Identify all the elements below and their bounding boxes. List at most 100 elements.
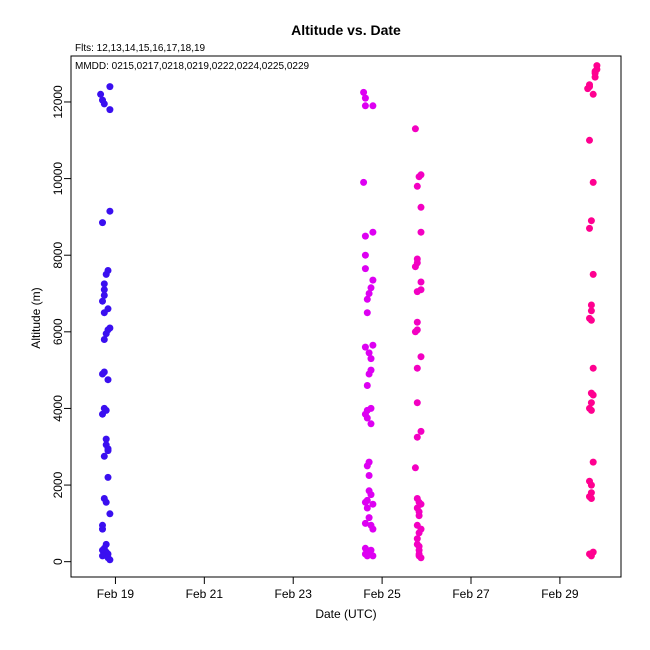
data-point	[417, 427, 425, 435]
y-tick-label: 6000	[51, 318, 65, 345]
data-point	[360, 88, 368, 96]
data-point	[413, 433, 421, 441]
data-point	[99, 297, 106, 305]
series-1	[97, 83, 114, 564]
data-point	[369, 500, 377, 508]
data-point	[365, 370, 373, 378]
x-tick-label: Feb 25	[363, 587, 401, 601]
data-point	[586, 224, 593, 232]
data-point	[413, 182, 421, 190]
chart-title: Altitude vs. Date	[291, 22, 401, 38]
data-point	[360, 178, 368, 186]
data-point	[100, 452, 108, 460]
data-point	[100, 100, 108, 108]
data-point	[589, 364, 597, 372]
data-point	[586, 136, 593, 144]
data-points	[97, 62, 601, 564]
x-tick-label: Feb 19	[97, 587, 135, 601]
data-point	[99, 370, 106, 378]
data-point	[100, 309, 108, 317]
data-point	[367, 355, 375, 363]
data-point	[369, 102, 377, 110]
data-point	[104, 447, 112, 455]
data-point	[99, 552, 106, 560]
data-point	[361, 343, 369, 351]
data-point	[369, 525, 377, 533]
data-point	[417, 203, 425, 211]
data-point	[413, 399, 421, 407]
y-tick-label: 0	[51, 558, 65, 565]
data-point	[365, 514, 373, 522]
data-point	[365, 349, 373, 357]
data-point	[367, 491, 375, 499]
data-point	[369, 341, 377, 349]
y-tick-label: 8000	[51, 242, 65, 269]
y-tick-label: 2000	[51, 471, 65, 498]
data-point	[102, 270, 110, 278]
series-3	[411, 125, 425, 562]
y-tick-label: 10000	[51, 162, 65, 196]
data-point	[411, 263, 419, 271]
mmdd-note: MMDD: 0215,0217,0218,0219,0222,0224,0225…	[75, 61, 310, 72]
data-point	[106, 510, 114, 518]
data-point	[361, 102, 369, 110]
data-point	[363, 382, 371, 389]
x-axis: Feb 19 Feb 21 Feb 23 Feb 25 Feb 27 Feb 29	[97, 576, 579, 601]
data-point	[589, 458, 597, 466]
y-axis-title: Altitude (m)	[29, 287, 43, 348]
data-point	[587, 217, 595, 225]
data-point	[99, 219, 106, 227]
data-point	[415, 512, 423, 520]
data-point	[104, 473, 112, 481]
data-point	[413, 364, 421, 372]
data-point	[413, 318, 421, 326]
data-point	[591, 73, 599, 81]
data-point	[589, 90, 597, 98]
data-point	[363, 414, 371, 422]
data-point	[361, 232, 369, 240]
data-point	[100, 280, 108, 288]
data-point	[106, 106, 114, 114]
data-point	[367, 284, 375, 292]
data-point	[587, 307, 595, 315]
data-point	[365, 290, 373, 297]
data-point	[587, 406, 595, 414]
y-axis: 0 2000 4000 6000 8000 10000 12000	[51, 85, 72, 565]
data-point	[587, 399, 595, 407]
data-point	[587, 481, 595, 489]
series-2	[360, 88, 377, 560]
x-tick-label: Feb 29	[541, 587, 579, 601]
data-point	[411, 328, 419, 336]
data-point	[102, 330, 110, 338]
data-point	[361, 265, 369, 273]
data-point	[369, 276, 377, 284]
data-point	[363, 504, 371, 512]
data-point	[369, 552, 377, 560]
data-point	[365, 472, 373, 479]
data-point	[589, 270, 597, 278]
data-point	[99, 525, 106, 533]
data-point	[363, 552, 371, 560]
data-point	[361, 498, 369, 506]
data-point	[99, 410, 106, 418]
data-point	[361, 519, 369, 527]
data-point	[106, 556, 114, 564]
data-point	[100, 336, 108, 343]
data-point	[589, 178, 597, 186]
data-point	[102, 498, 110, 506]
data-point	[361, 94, 369, 102]
data-point	[417, 228, 425, 236]
flights-note: Flts: 12,13,14,15,16,17,18,19	[75, 43, 206, 54]
data-point	[411, 125, 419, 133]
y-tick-label: 12000	[51, 85, 65, 119]
data-point	[106, 207, 114, 215]
data-point	[363, 295, 371, 303]
data-point	[97, 90, 105, 98]
data-point	[584, 85, 592, 93]
data-point	[589, 391, 597, 399]
data-point	[102, 435, 110, 443]
series-4	[584, 62, 601, 560]
y-tick-label: 4000	[51, 395, 65, 422]
data-point	[369, 228, 377, 236]
